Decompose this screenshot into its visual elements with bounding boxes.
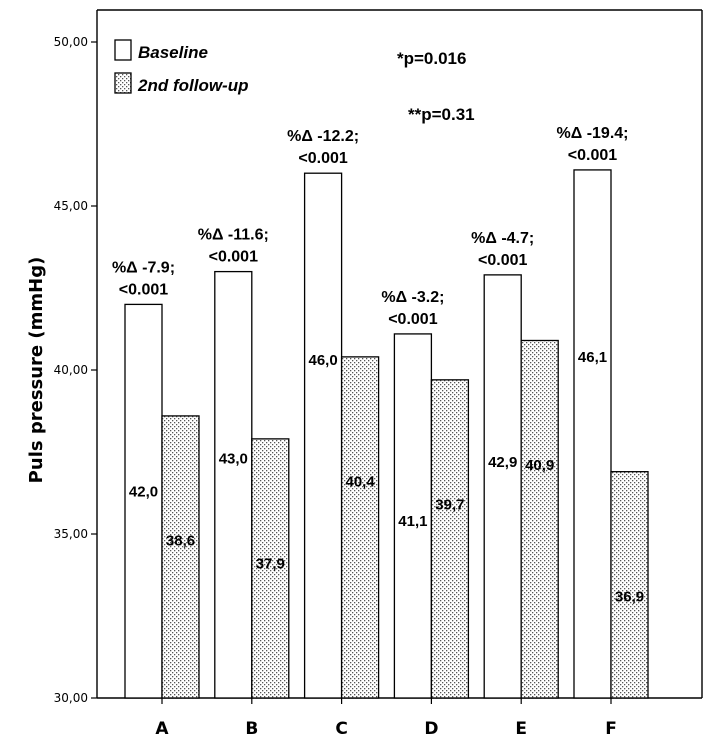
x-tick-label-d: D <box>424 719 438 739</box>
x-tick-label-c: C <box>335 719 347 739</box>
x-tick-label-a: A <box>155 719 169 739</box>
value-label-follow-up-d: 39,7 <box>435 496 464 513</box>
value-label-follow-up-b: 37,9 <box>256 556 285 573</box>
bar-baseline-c <box>303 172 343 699</box>
y-tick-label: 35,00 <box>54 527 88 541</box>
change-annotation-e: %Δ -4.7; <box>471 230 534 247</box>
value-label-baseline-e: 42,9 <box>488 454 517 471</box>
value-label-baseline-b: 43,0 <box>219 451 248 468</box>
bar-follow-up-d <box>430 379 470 699</box>
p-note-1: *p=0.016 <box>397 49 466 68</box>
value-label-baseline-a: 42,0 <box>129 483 158 500</box>
p-value-annotation-d: <0.001 <box>388 311 437 328</box>
bar-follow-up-f <box>610 471 649 699</box>
x-tick-label-b: B <box>245 719 258 739</box>
legend-label-follow-up: 2nd follow-up <box>137 76 248 95</box>
change-annotation-a: %Δ -7.9; <box>112 259 175 276</box>
bar-baseline-f <box>573 169 612 699</box>
value-label-follow-up-a: 38,6 <box>166 533 195 550</box>
y-tick-label: 40,00 <box>54 363 88 377</box>
p-value-annotation-b: <0.001 <box>209 249 258 266</box>
value-label-follow-up-c: 40,4 <box>345 474 375 491</box>
y-tick-label: 30,00 <box>54 691 88 705</box>
x-tick-label-f: F <box>605 719 617 739</box>
y-ticks: 30,00 35,00 40,00 45,00 50,00 <box>54 35 97 705</box>
y-axis-title: Puls pressure (mmHg) <box>26 257 47 484</box>
y-tick-label: 45,00 <box>54 199 88 213</box>
value-label-baseline-c: 46,0 <box>308 352 337 369</box>
bar-follow-up-e <box>520 339 559 699</box>
bars: 42,0 38,6 %Δ -7.9; <0.001 43,0 37,9 %Δ -11.6; <… <box>112 125 649 699</box>
value-label-follow-up-f: 36,9 <box>615 588 644 605</box>
x-ticks: A B C D E F <box>155 698 617 739</box>
p-value-annotation-a: <0.001 <box>119 281 168 298</box>
value-label-baseline-d: 41,1 <box>398 513 427 530</box>
bar-follow-up-c <box>340 356 380 699</box>
bar-baseline-a <box>124 303 163 699</box>
change-annotation-b: %Δ -11.6; <box>198 227 269 244</box>
bar-baseline-b <box>214 270 253 699</box>
p-note-2: **p=0.31 <box>408 105 475 124</box>
x-tick-label-e: E <box>515 719 527 739</box>
bar-follow-up-a <box>161 415 200 699</box>
bar-baseline-e <box>483 274 522 699</box>
change-annotation-c: %Δ -12.2; <box>287 128 359 145</box>
legend: Baseline 2nd follow-up <box>114 39 248 95</box>
y-tick-label: 50,00 <box>54 35 88 49</box>
legend-label-baseline: Baseline <box>138 43 208 62</box>
legend-swatch-baseline <box>114 39 132 61</box>
bar-follow-up-b <box>251 438 290 699</box>
change-annotation-f: %Δ -19.4; <box>557 125 629 142</box>
change-annotation-d: %Δ -3.2; <box>381 289 444 306</box>
bar-baseline-d <box>393 333 433 699</box>
p-value-annotation-f: <0.001 <box>568 147 617 164</box>
value-label-follow-up-e: 40,9 <box>525 457 554 474</box>
p-value-annotation-c: <0.001 <box>298 150 347 167</box>
value-label-baseline-f: 46,1 <box>578 349 607 366</box>
legend-swatch-follow-up <box>114 72 132 94</box>
p-value-annotation-e: <0.001 <box>478 252 527 269</box>
